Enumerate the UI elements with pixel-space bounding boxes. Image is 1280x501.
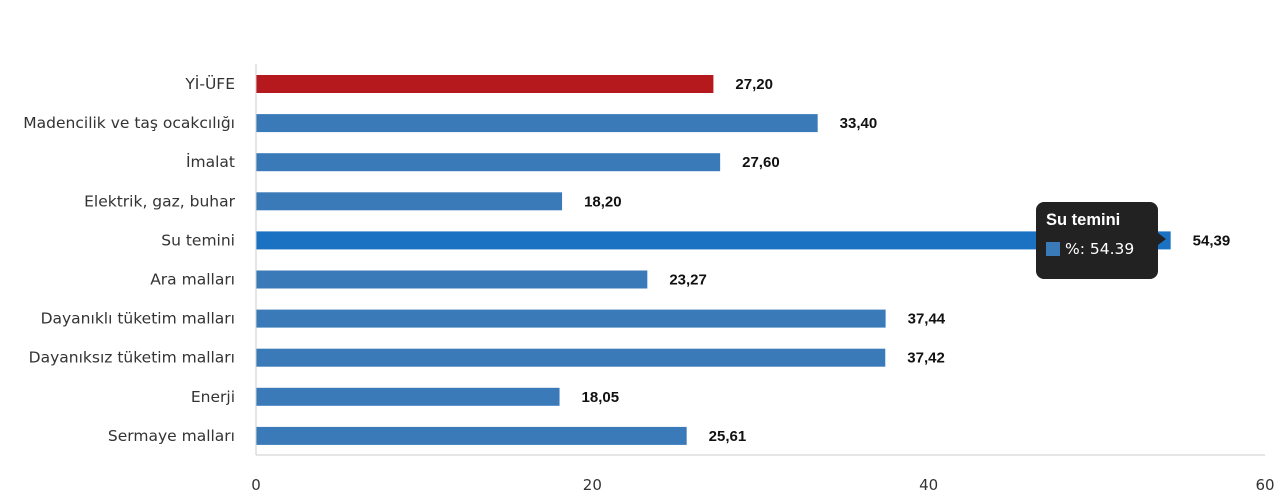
category-label: Yİ-ÜFE — [184, 74, 235, 93]
value-label: 27,60 — [742, 154, 780, 171]
x-tick-label: 40 — [919, 476, 938, 494]
bar[interactable] — [256, 348, 886, 367]
bar[interactable] — [256, 426, 687, 445]
category-label: Ara malları — [150, 271, 235, 289]
x-tick-label: 60 — [1255, 476, 1274, 494]
tooltip-title: Su temini — [1046, 211, 1121, 229]
tooltip-swatch — [1046, 242, 1060, 256]
category-label: İmalat — [186, 152, 235, 171]
value-label: 18,05 — [582, 389, 620, 406]
value-label: 27,20 — [735, 76, 773, 93]
tooltip-value: %: 54.39 — [1065, 240, 1135, 258]
value-labels: 27,20 33,40 27,60 18,20 54,39 23,27 37,44 37,42… — [582, 76, 1231, 445]
bar[interactable] — [256, 192, 563, 211]
category-label: Sermaye malları — [108, 427, 235, 445]
value-label: 37,44 — [908, 311, 946, 328]
category-label: Enerji — [191, 388, 235, 406]
category-label: Dayanıklı tüketim malları — [41, 310, 235, 328]
hover-tooltip: Su temini %: 54.39 — [1036, 202, 1166, 279]
category-label: Elektrik, gaz, buhar — [84, 192, 236, 210]
bar[interactable] — [256, 114, 818, 133]
value-label: 54,39 — [1193, 232, 1231, 249]
category-labels: Yİ-ÜFE Madencilik ve taş ocakcılığı İmalat… — [23, 74, 235, 445]
bar[interactable] — [256, 309, 886, 328]
bar[interactable] — [256, 270, 648, 289]
category-label: Su temini — [161, 231, 235, 249]
category-label: Madencilik ve taş ocakcılığı — [23, 114, 235, 132]
bar[interactable] — [256, 153, 721, 172]
value-label: 37,42 — [907, 350, 945, 367]
x-axis: 0 20 40 60 — [251, 64, 1275, 494]
value-label: 18,20 — [584, 193, 622, 210]
bars-layer — [256, 75, 1171, 445]
bar[interactable] — [256, 387, 560, 406]
bar[interactable] — [256, 231, 1171, 250]
x-tick-label: 0 — [251, 476, 261, 494]
tooltip-row: %: 54.39 — [1046, 240, 1148, 258]
value-label: 25,61 — [709, 428, 747, 445]
bar[interactable] — [256, 75, 714, 93]
x-tick-label: 20 — [583, 476, 602, 494]
category-label: Dayanıksız tüketim malları — [29, 349, 235, 367]
value-label: 23,27 — [669, 272, 707, 289]
value-label: 33,40 — [840, 115, 878, 132]
